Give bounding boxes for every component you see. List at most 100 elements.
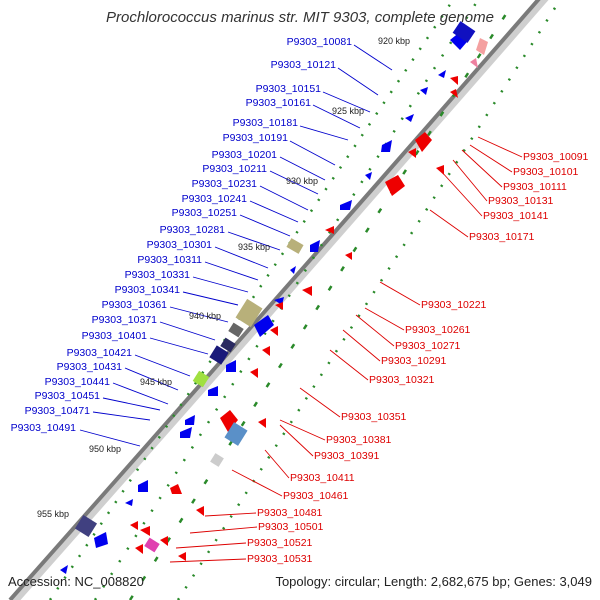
reverse-feature — [345, 252, 352, 260]
forward-gene-label[interactable]: P9303_10121 — [271, 59, 337, 71]
forward-gene-label[interactable]: P9303_10361 — [102, 299, 168, 311]
feature-block — [224, 422, 248, 446]
forward-gene-label[interactable]: P9303_10341 — [115, 284, 181, 296]
forward-gene-label[interactable]: P9303_10401 — [82, 330, 148, 342]
tick-track-inner-right — [128, 0, 517, 600]
reverse-gene-label[interactable]: P9303_10221 — [421, 299, 487, 311]
forward-feature — [94, 532, 108, 548]
kbp-label: 925 kbp — [332, 106, 364, 116]
forward-feature — [226, 360, 236, 372]
reverse-gene-label[interactable]: P9303_10141 — [483, 210, 549, 222]
reverse-gene-label[interactable]: P9303_10291 — [381, 355, 447, 367]
forward-gene-label[interactable]: P9303_10451 — [35, 390, 101, 402]
forward-gene-label[interactable]: P9303_10471 — [25, 405, 91, 417]
feature-block — [209, 345, 229, 365]
reverse-feature — [262, 346, 270, 356]
forward-gene-label[interactable]: P9303_10441 — [45, 376, 111, 388]
forward-gene-label[interactable]: P9303_10181 — [233, 117, 299, 129]
forward-gene-label[interactable]: P9303_10161 — [246, 97, 312, 109]
reverse-feature — [258, 418, 266, 428]
reverse-gene-label[interactable]: P9303_10351 — [341, 411, 407, 423]
forward-feature — [340, 200, 352, 210]
forward-gene-label[interactable]: P9303_10191 — [223, 132, 289, 144]
feature-block — [74, 514, 98, 538]
feature-block — [228, 322, 244, 338]
feature-block — [220, 337, 236, 353]
reverse-features — [130, 38, 488, 561]
forward-feature — [310, 240, 320, 252]
forward-gene-label[interactable]: P9303_10491 — [11, 422, 77, 434]
reverse-feature — [476, 38, 488, 55]
accession-text: Accession: NC_008820 — [8, 574, 144, 589]
reverse-feature — [385, 175, 405, 196]
forward-gene-label[interactable]: P9303_10431 — [57, 361, 123, 373]
reverse-gene-label[interactable]: P9303_10101 — [513, 166, 579, 178]
reverse-feature — [250, 368, 258, 378]
reverse-feature — [450, 76, 458, 85]
tick-track-outer-right — [176, 0, 562, 600]
reverse-feature — [325, 226, 334, 234]
feature-block — [235, 298, 263, 328]
kbp-label: 930 kbp — [286, 176, 318, 186]
forward-gene-label[interactable]: P9303_10311 — [137, 254, 202, 266]
reverse-gene-label[interactable]: P9303_10271 — [395, 340, 461, 352]
forward-feature — [420, 87, 428, 95]
forward-gene-label[interactable]: P9303_10231 — [192, 178, 258, 190]
forward-gene-label[interactable]: P9303_10281 — [160, 224, 226, 236]
forward-gene-label[interactable]: P9303_10211 — [202, 163, 267, 175]
reverse-feature — [178, 552, 186, 561]
forward-gene-label[interactable]: P9303_10371 — [92, 314, 158, 326]
forward-feature — [60, 565, 68, 574]
reverse-gene-label[interactable]: P9303_10391 — [314, 450, 380, 462]
kbp-labels: 920 kbp 925 kbp 930 kbp 935 kbp 940 kbp … — [37, 36, 410, 519]
kbp-label: 945 kbp — [140, 377, 172, 387]
reverse-feature — [220, 410, 238, 432]
reverse-gene-label[interactable]: P9303_10531 — [247, 553, 313, 565]
reverse-gene-label[interactable]: P9303_10111 — [503, 181, 567, 193]
kbp-label: 920 kbp — [378, 36, 410, 46]
feature-block — [210, 453, 224, 467]
forward-feature — [365, 172, 372, 180]
reverse-gene-label[interactable]: P9303_10461 — [283, 490, 349, 502]
reverse-feature — [135, 544, 143, 554]
feature-block — [452, 21, 476, 43]
reverse-gene-label[interactable]: P9303_10521 — [247, 537, 313, 549]
forward-gene-label[interactable]: P9303_10151 — [256, 83, 322, 95]
map-title: Prochlorococcus marinus str. MIT 9303, c… — [106, 9, 494, 26]
reverse-gene-label[interactable]: P9303_10481 — [257, 507, 323, 519]
reverse-gene-label[interactable]: P9303_10381 — [326, 434, 392, 446]
reverse-gene-label[interactable]: P9303_10091 — [523, 151, 589, 163]
kbp-label: 950 kbp — [89, 444, 121, 454]
forward-feature — [254, 315, 274, 337]
reverse-gene-label[interactable]: P9303_10321 — [369, 374, 435, 386]
reverse-gene-label[interactable]: P9303_10411 — [290, 472, 355, 484]
forward-gene-label[interactable]: P9303_10201 — [212, 149, 278, 161]
kbp-label: 955 kbp — [37, 509, 69, 519]
forward-gene-label[interactable]: P9303_10081 — [287, 36, 353, 48]
kbp-label: 935 kbp — [238, 242, 270, 252]
reverse-leader-lines — [169, 136, 523, 563]
forward-gene-label[interactable]: P9303_10421 — [67, 347, 133, 359]
topology-text: Topology: circular; Length: 2,682,675 bp… — [275, 574, 592, 589]
reverse-gene-labels: P9303_10091 P9303_10101 P9303_10111 P930… — [247, 151, 589, 565]
forward-gene-label[interactable]: P9303_10331 — [125, 269, 191, 281]
forward-feature — [185, 415, 195, 425]
reverse-gene-label[interactable]: P9303_10171 — [469, 231, 535, 243]
forward-feature — [381, 140, 392, 152]
tick-tracks — [48, 0, 562, 600]
reverse-feature — [408, 148, 416, 158]
reverse-feature — [270, 326, 278, 336]
reverse-gene-label[interactable]: P9303_10131 — [488, 195, 554, 207]
reverse-feature — [160, 536, 168, 546]
reverse-gene-label[interactable]: P9303_10501 — [258, 521, 324, 533]
forward-gene-label[interactable]: P9303_10251 — [172, 207, 238, 219]
reverse-feature — [470, 58, 478, 68]
reverse-gene-label[interactable]: P9303_10261 — [405, 324, 471, 336]
feature-block — [144, 537, 160, 553]
feature-block — [286, 238, 304, 254]
forward-gene-label[interactable]: P9303_10241 — [182, 193, 248, 205]
forward-gene-label[interactable]: P9303_10301 — [147, 239, 213, 251]
genome-backbone — [8, 0, 541, 600]
